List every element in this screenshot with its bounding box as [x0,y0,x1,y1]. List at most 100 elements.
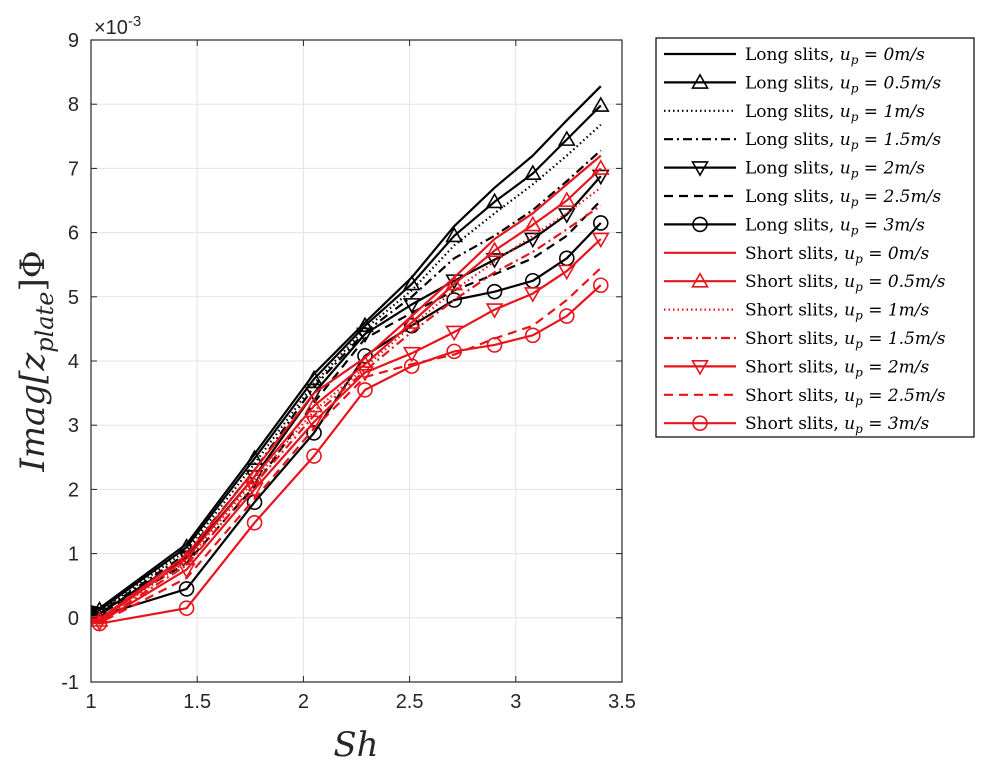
legend-eq: = [858,102,883,122]
legend-entry: Long slits, up = 3m/s [664,215,925,237]
legend-var: u [844,414,855,434]
data-point [557,130,576,146]
legend-prefix: Long slits, [745,159,840,179]
series-1 [90,85,602,610]
legend-label: Short slits, up = 2m/s [745,357,930,379]
y-axis-title-sub: plate [31,292,59,353]
legend-prefix: Short slits, [745,414,844,434]
legend-prefix: Short slits, [745,244,844,264]
data-point [305,386,323,403]
series-line [90,149,602,614]
legend-prefix: Short slits, [745,357,844,377]
y-multiplier-base: ×10 [94,17,128,39]
legend-var-sub: p [851,138,859,152]
legend-prefix: Long slits, [745,102,840,122]
legend-marker [692,415,708,432]
legend-eq: = [863,272,888,292]
legend-var-sub: p [851,167,859,181]
y-tick-label: 7 [68,158,79,180]
data-point [357,382,373,398]
data-point [446,343,463,360]
legend-prefix: Long slits, [745,73,840,93]
data-point [445,274,464,291]
data-point [356,327,374,344]
y-multiplier-exp: -3 [128,13,141,30]
data-point [178,581,195,597]
legend-eq: = [863,414,888,434]
data-point [402,274,421,291]
x-tick-label: 2.5 [396,691,424,713]
data-point [523,287,542,303]
data-point [245,449,264,466]
legend-entry: Short slits, up = 0.5m/s [664,272,946,294]
legend-entry: Short slits, up = 1.5m/s [664,329,946,351]
legend-unit: 2.5m/s [887,386,946,406]
legend-prefix: Long slits, [745,215,840,235]
x-tick-label: 1.5 [183,691,211,713]
legend-prefix: Long slits, [745,187,840,207]
legend-prefix: Long slits, [745,45,840,65]
data-point [523,232,542,249]
legend-var: u [844,386,855,406]
legend-var: u [844,272,855,292]
x-tick-label: 2 [298,691,309,713]
data-point [557,208,576,224]
data-point [557,191,576,207]
legend-var: u [840,73,851,93]
legend-label: Long slits, up = 1m/s [745,102,925,124]
series-line [90,104,602,612]
legend-label: Long slits, up = 3m/s [745,215,925,237]
x-tick-label: 3.5 [608,691,636,713]
legend-marker [691,272,709,288]
data-point [91,615,108,632]
legend-var: u [844,329,855,349]
data-point [306,425,322,441]
data-point [523,215,542,232]
legend-var-sub: p [851,81,859,95]
legend-var-sub: p [851,223,859,237]
legend-var-sub: p [855,252,863,266]
legend-eq: = [863,244,888,264]
legend-label: Long slits, up = 0.5m/s [745,73,941,95]
data-point [592,215,609,231]
legend-entry: Short slits, up = 2.5m/s [664,386,946,408]
data-point [305,415,323,432]
legend-label: Short slits, up = 0.5m/s [745,272,946,294]
legend-unit: 0.5m/s [883,73,941,93]
legend-var-sub: p [855,394,863,408]
y-tick-label: 0 [68,608,79,630]
legend-eq: = [858,187,883,207]
legend-entry: Short slits, up = 3m/s [664,414,930,436]
legend-var-sub: p [851,110,859,124]
legend-label: Long slits, up = 1.5m/s [745,130,941,152]
series-7 [90,215,609,624]
y-tick-label: 8 [68,94,79,116]
series-11 [90,204,602,623]
data-point [523,164,542,180]
data-point [557,264,576,281]
legend-unit: 0m/s [883,45,925,65]
legend-entry: Long slits, up = 2.5m/s [664,187,941,209]
legend-entry: Long slits, up = 0m/s [664,45,925,67]
data-point [246,514,263,531]
legend-eq: = [863,301,888,321]
data-point [591,159,610,175]
ticks: 1 1.5 2 2.5 3 3.5 -1 0 1 2 3 4 5 6 7 8 9 [61,30,636,713]
legend-label: Short slits, up = 1.5m/s [745,329,946,351]
series-line [90,199,602,616]
data-point [178,600,195,616]
legend-marker [691,359,709,376]
legend-var: u [840,159,851,179]
legend-var: u [844,244,855,264]
y-multiplier: ×10-3 [94,13,141,39]
legend-entry: Long slits, up = 1.5m/s [664,130,941,152]
x-axis-title: Sh [333,725,378,765]
legend-eq: = [863,386,888,406]
legend-prefix: Short slits, [745,272,844,292]
legend-var: u [844,301,855,321]
data-point [245,482,264,499]
legend-var: u [840,45,851,65]
legend-entry: Long slits, up = 0.5m/s [664,73,941,95]
legend-var-sub: p [855,337,863,351]
